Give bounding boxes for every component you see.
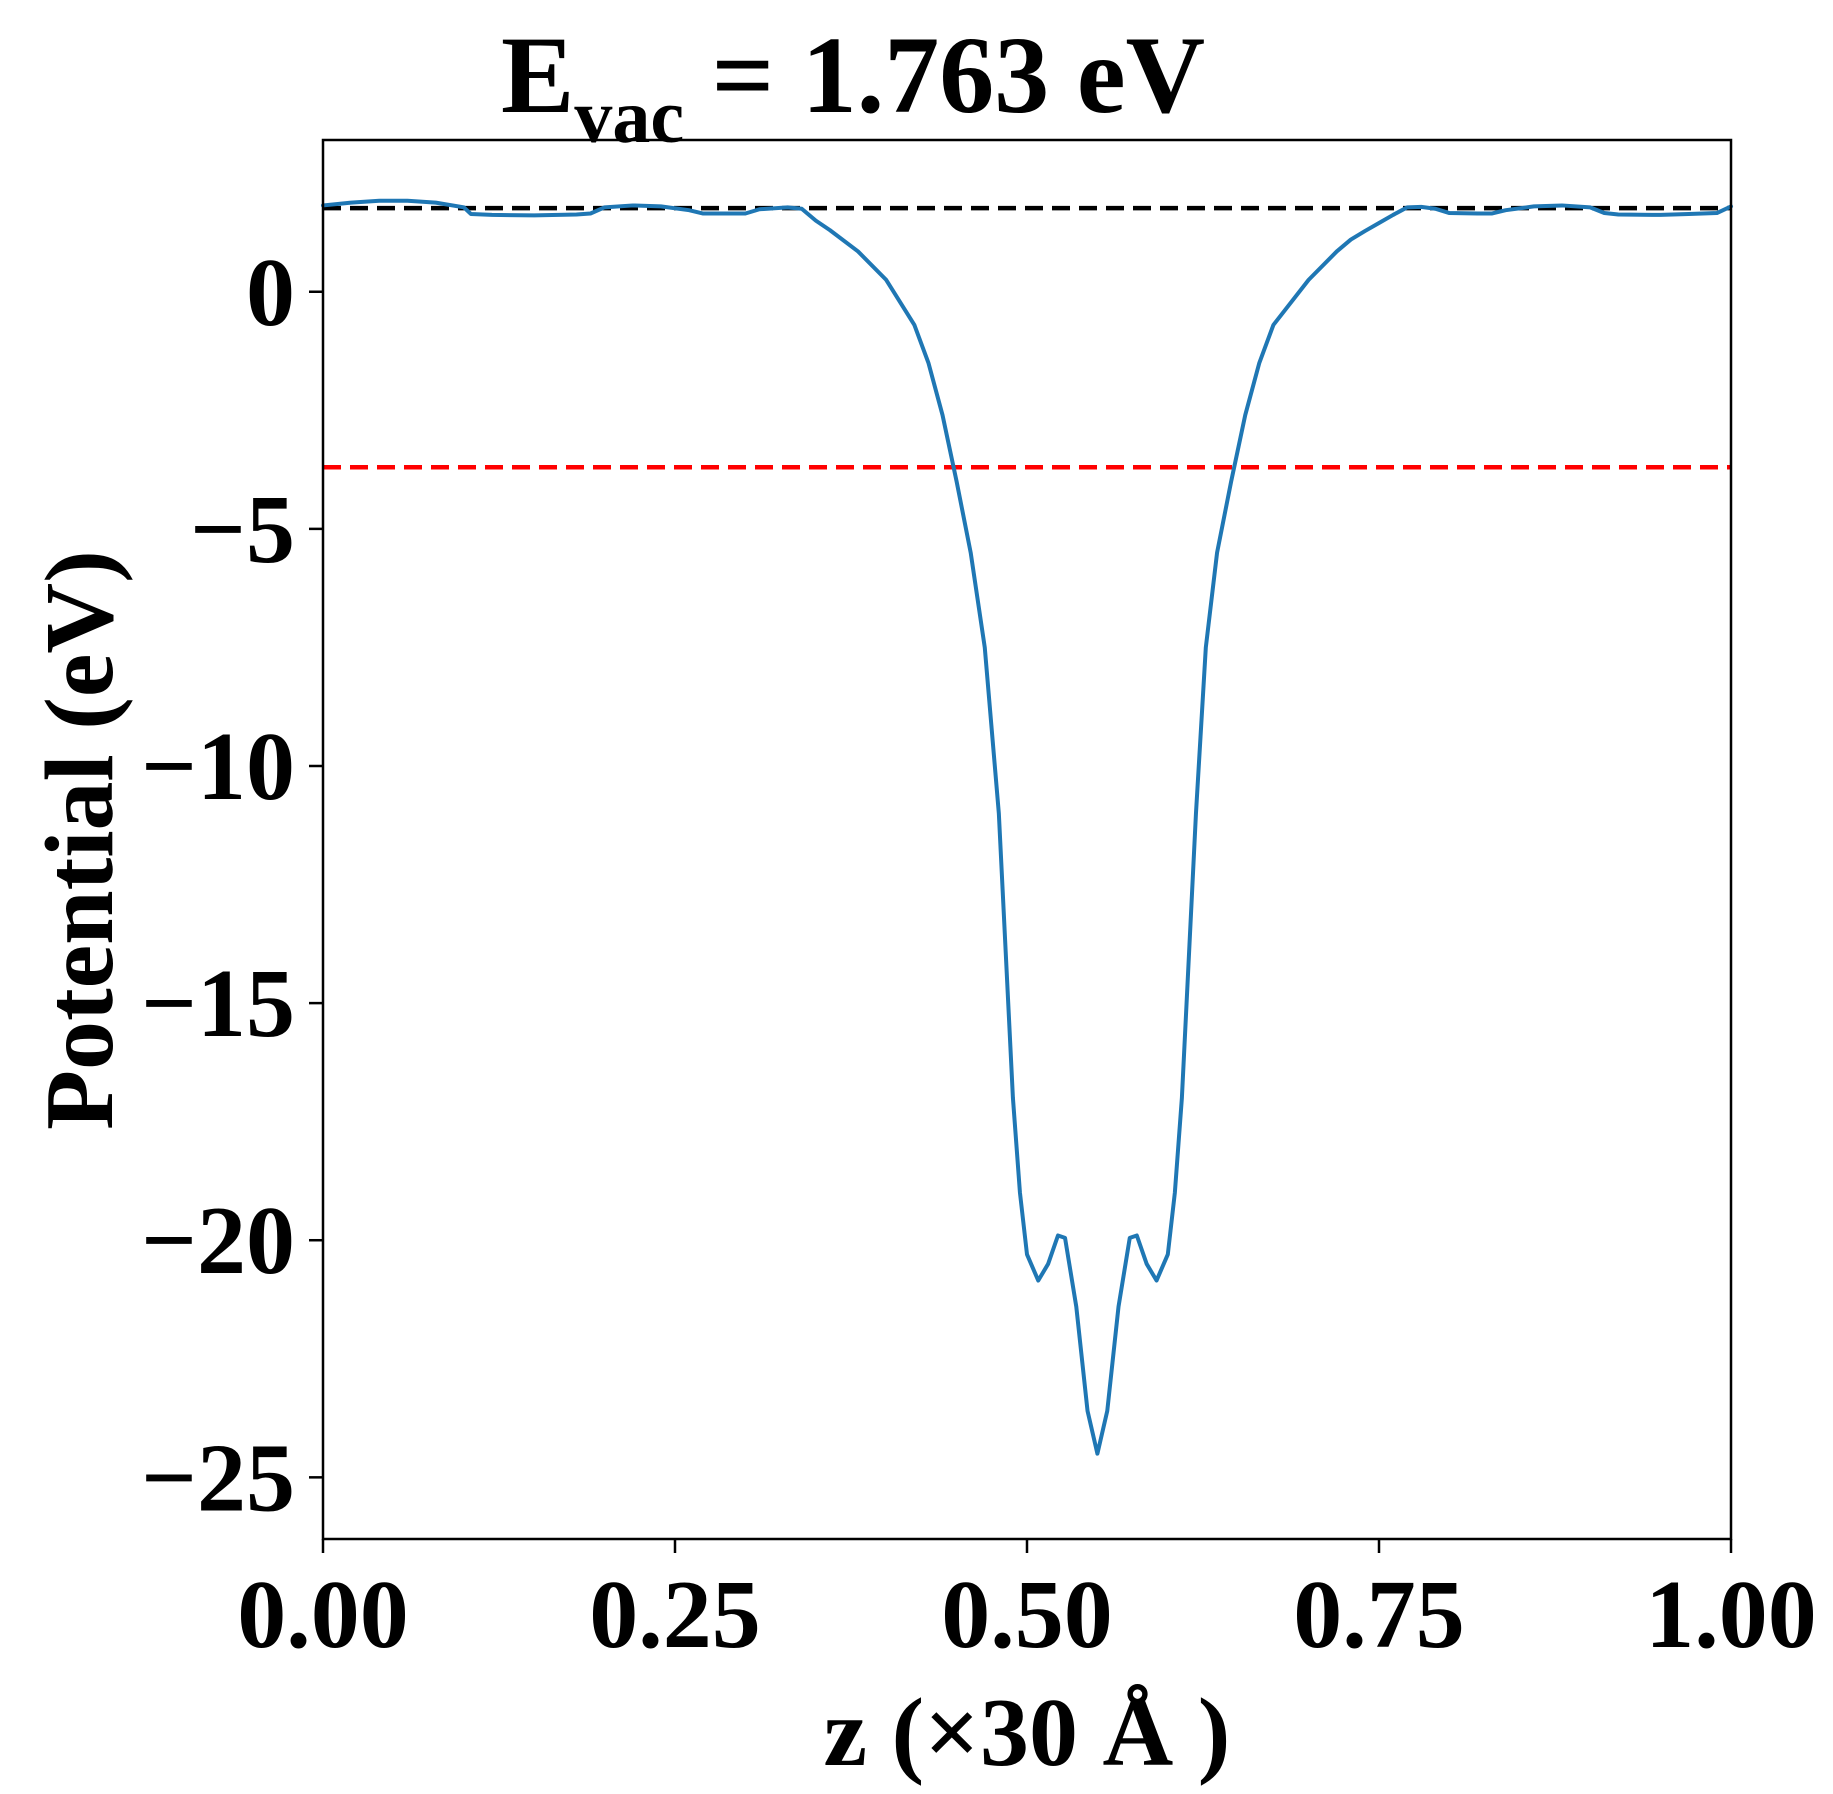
y-tick-label: 0: [246, 239, 295, 347]
y-tick-label: −20: [141, 1187, 295, 1295]
x-axis-title: z (×30 Å ): [824, 1679, 1231, 1787]
chart-title: Evac = 1.763 eV: [501, 14, 1205, 159]
y-tick-label: −25: [141, 1424, 295, 1532]
y-tick-label: −10: [141, 713, 295, 821]
plot-frame: [321, 138, 1733, 1541]
x-tick-label: 0.25: [589, 1561, 761, 1669]
y-axis-title: Potential (eV): [26, 550, 134, 1130]
x-tick-label: 0.50: [941, 1561, 1113, 1669]
chart-title-subscript: vac: [574, 75, 684, 159]
y-axis: 0 −5 −10 −15 −20 −25: [141, 239, 323, 1532]
reference-lines: [323, 205, 1731, 470]
series-line-1: [321, 198, 1733, 1456]
x-axis: 0.00 0.25 0.50 0.75 1.00: [237, 1539, 1817, 1669]
x-tick-label: 0.75: [1293, 1561, 1465, 1669]
x-tick-label: 0.00: [237, 1561, 409, 1669]
series-layer: [321, 198, 1733, 1456]
x-tick-label: 1.00: [1645, 1561, 1817, 1669]
y-tick-label: −5: [190, 476, 295, 584]
chart-title-main: E: [501, 14, 574, 136]
y-tick-label: −15: [141, 950, 295, 1058]
chart-title-rest: = 1.763 eV: [684, 14, 1205, 136]
